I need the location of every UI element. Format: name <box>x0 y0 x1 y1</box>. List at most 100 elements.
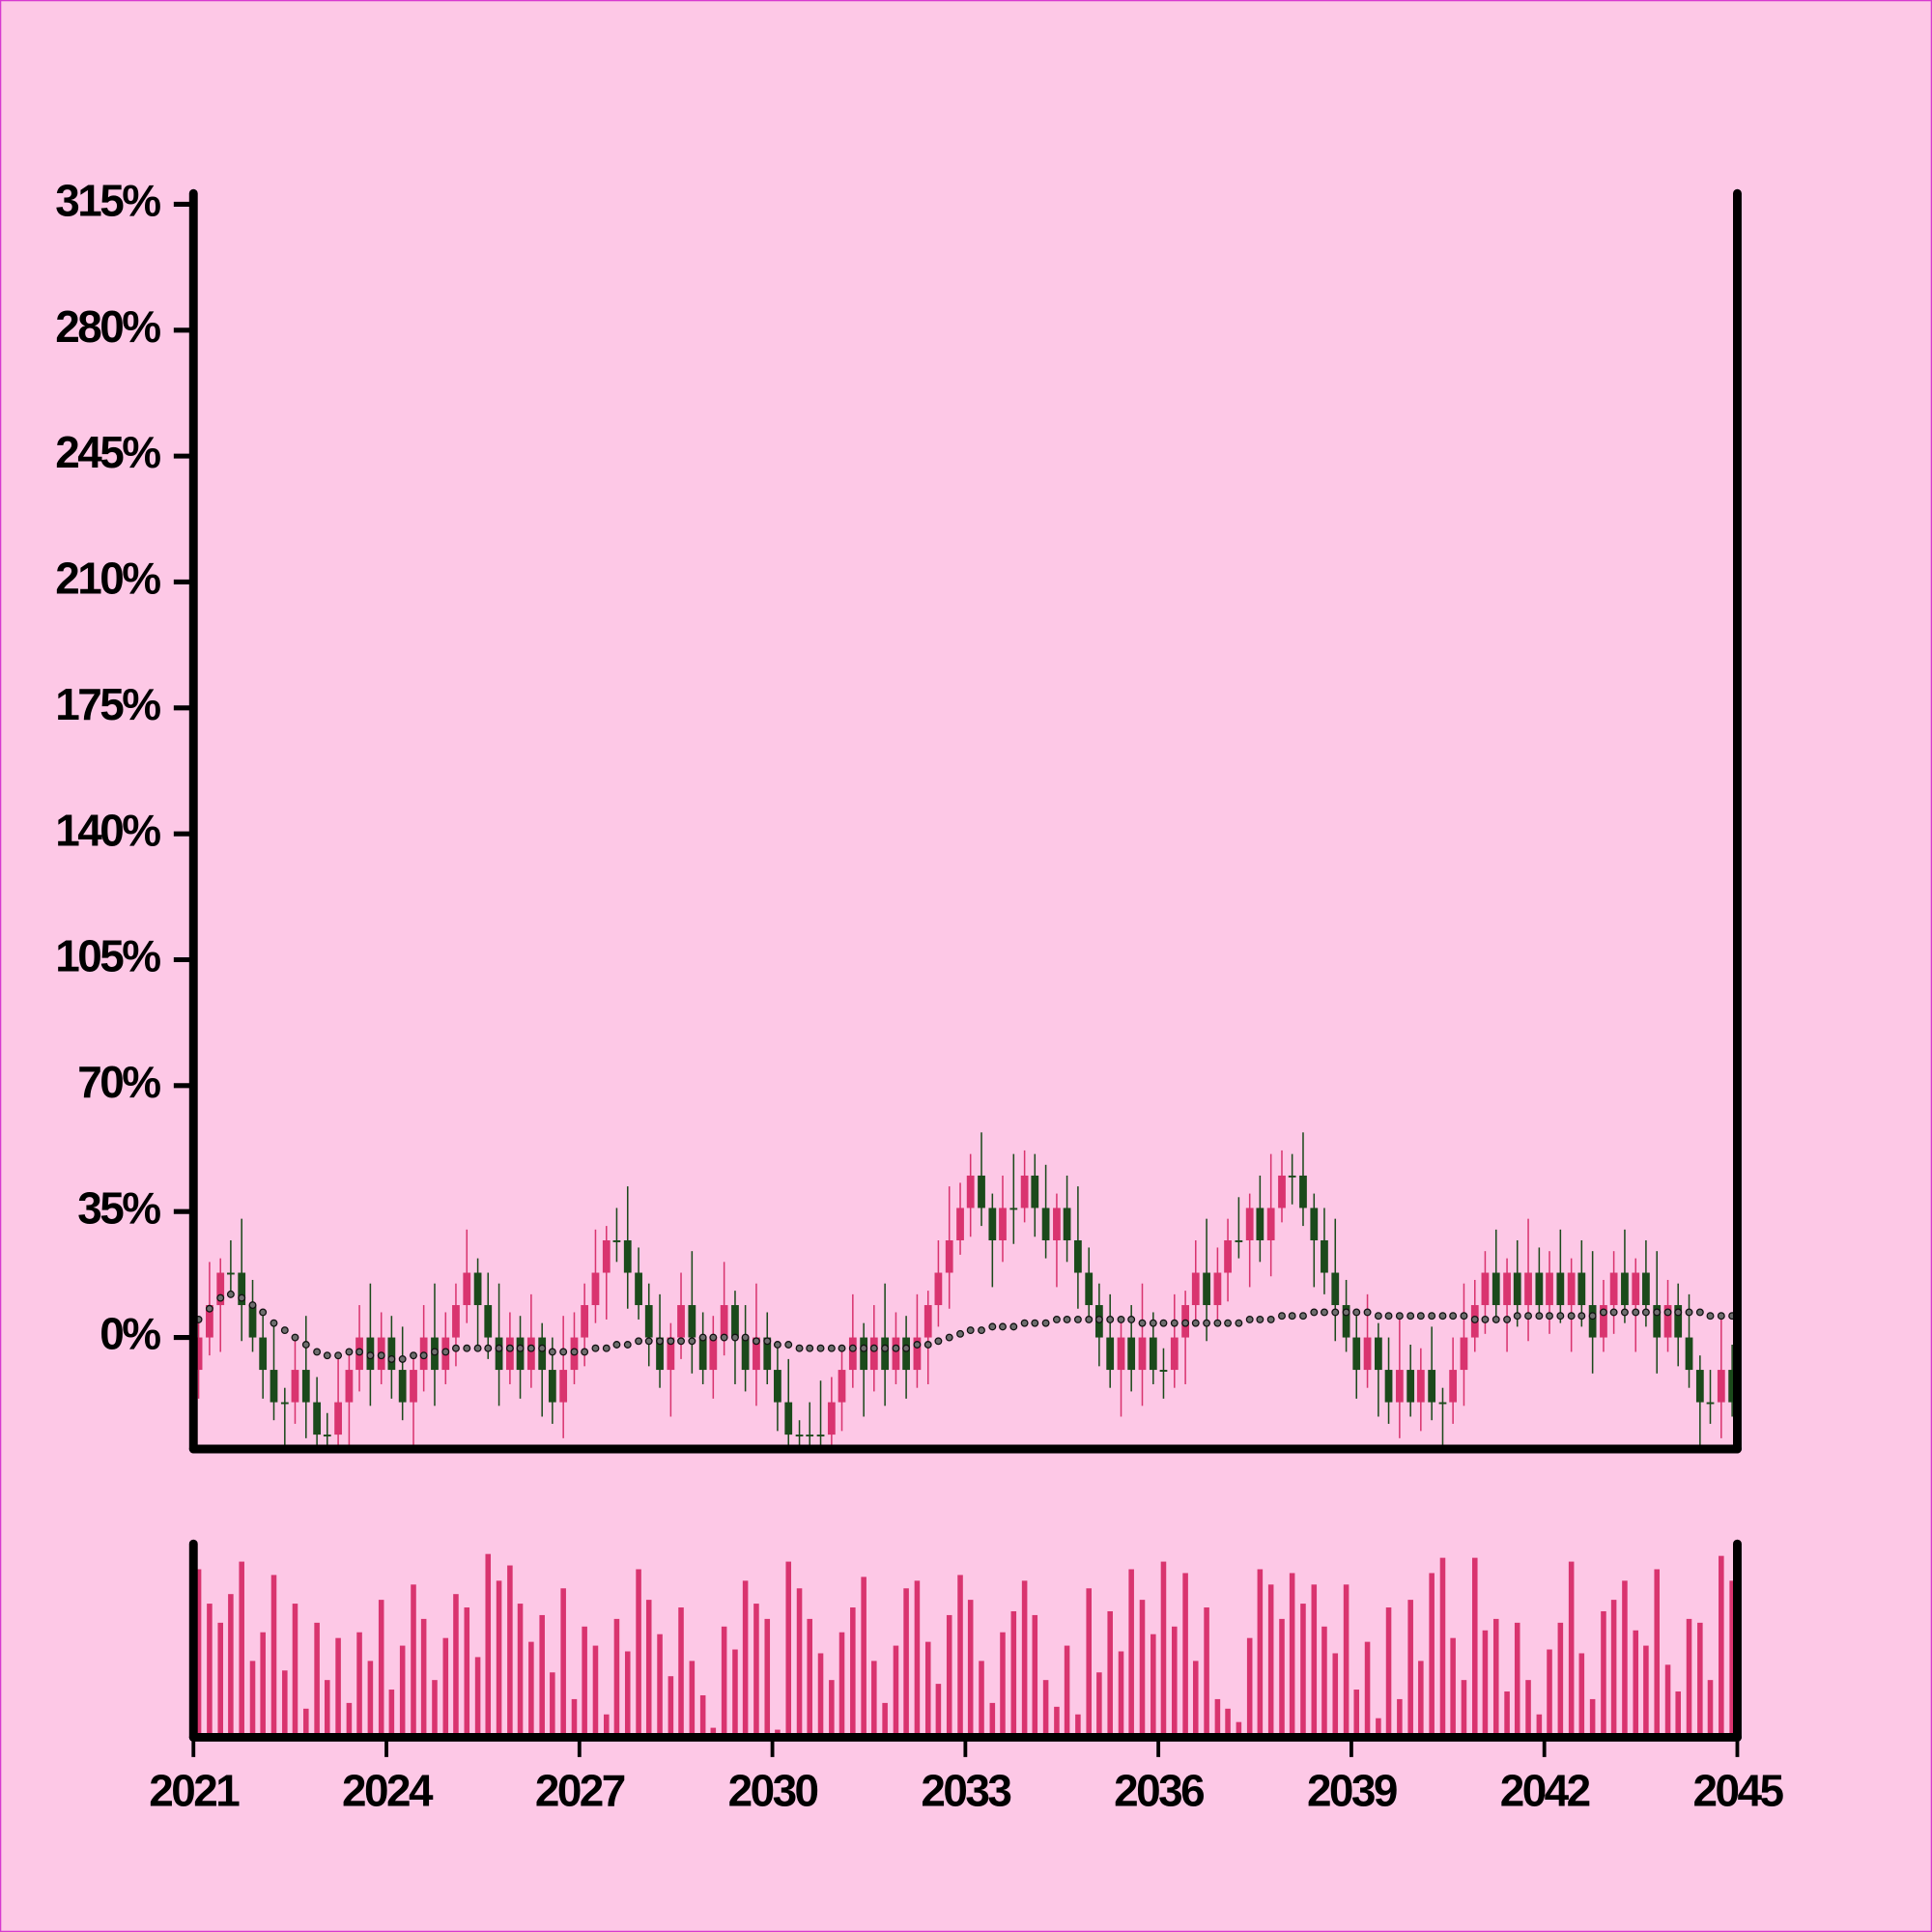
candle-body <box>398 1370 407 1403</box>
volume-bar <box>1236 1721 1242 1738</box>
moving-average-point <box>1588 1312 1597 1321</box>
moving-average-point <box>741 1333 750 1342</box>
y-tick-label: 175% <box>55 679 160 729</box>
candle-body <box>881 1337 890 1371</box>
candle-body <box>1416 1370 1425 1403</box>
moving-average-point <box>1449 1312 1458 1321</box>
volume-bar <box>742 1580 749 1738</box>
volume-bar <box>507 1565 513 1738</box>
volume-bar <box>678 1607 684 1738</box>
x-tick-label: 2030 <box>728 1765 818 1815</box>
candle-body <box>1331 1272 1340 1306</box>
volume-bar <box>485 1553 492 1738</box>
volume-bar <box>1151 1634 1156 1738</box>
candle-body <box>248 1305 257 1338</box>
moving-average-point <box>1363 1308 1372 1317</box>
moving-average-point <box>505 1344 514 1352</box>
volume-bar <box>303 1708 309 1738</box>
candle-body <box>473 1272 482 1306</box>
candle-body <box>1632 1272 1640 1306</box>
moving-average-point <box>795 1344 804 1352</box>
candle-body <box>1310 1208 1319 1240</box>
candle-body <box>1375 1337 1382 1371</box>
candle-body <box>291 1370 299 1403</box>
volume-bar <box>1568 1561 1575 1738</box>
candle-body <box>1621 1272 1629 1306</box>
moving-average-point <box>1503 1315 1512 1323</box>
moving-average-point <box>1245 1315 1254 1323</box>
moving-average-point <box>1600 1308 1607 1317</box>
moving-average-point <box>1632 1308 1640 1317</box>
volume-bar <box>636 1569 641 1738</box>
candle-body <box>1020 1175 1029 1208</box>
candle-body <box>644 1305 653 1338</box>
candle-body <box>1695 1370 1704 1403</box>
moving-average-point <box>731 1333 739 1342</box>
volume-bar <box>838 1632 845 1738</box>
moving-average-point <box>301 1341 310 1349</box>
volume-bar <box>1075 1714 1081 1738</box>
candle-body <box>1674 1305 1683 1338</box>
volume-bar <box>292 1604 298 1738</box>
volume-bar <box>1686 1618 1692 1738</box>
candle-body <box>526 1337 535 1371</box>
volume-bar <box>249 1661 256 1738</box>
moving-average-point <box>956 1329 964 1338</box>
volume-bar <box>335 1637 341 1738</box>
volume-bar <box>1514 1622 1520 1738</box>
volume-bar <box>420 1618 427 1738</box>
candle-body <box>1556 1272 1565 1306</box>
y-tick-label: 245% <box>55 427 160 477</box>
volume-bar <box>1364 1641 1371 1738</box>
volume-bar <box>1450 1637 1456 1738</box>
candle-body <box>956 1208 964 1240</box>
candle-body <box>495 1337 503 1371</box>
volume-bar <box>571 1698 578 1738</box>
candle-body <box>1224 1239 1232 1273</box>
x-tick-label: 2039 <box>1307 1765 1397 1815</box>
moving-average-point <box>1685 1308 1693 1317</box>
candle-body <box>1600 1305 1607 1338</box>
moving-average-point <box>538 1344 547 1352</box>
candle-body <box>334 1402 342 1435</box>
moving-average-point <box>280 1326 289 1335</box>
volume-bar <box>378 1600 384 1738</box>
moving-average-point <box>1149 1319 1157 1327</box>
candle-body <box>612 1239 621 1242</box>
y-tick-label: 315% <box>55 176 160 226</box>
candle-body <box>194 1337 203 1371</box>
candle-body <box>667 1337 675 1371</box>
moving-average-point <box>570 1348 579 1356</box>
volume-bar <box>624 1651 631 1738</box>
moving-average-point <box>1620 1308 1629 1317</box>
moving-average-point <box>1020 1319 1029 1327</box>
volume-bar <box>1729 1580 1735 1738</box>
moving-average-point <box>238 1293 246 1302</box>
volume-bar <box>1192 1661 1199 1738</box>
volume-bar <box>1160 1561 1167 1738</box>
moving-average-point <box>688 1337 696 1346</box>
x-tick-label: 2045 <box>1693 1765 1784 1815</box>
moving-average-point <box>226 1290 235 1298</box>
moving-average-point <box>1159 1319 1168 1327</box>
moving-average-point <box>709 1333 718 1342</box>
moving-average-point <box>1395 1312 1404 1321</box>
moving-average-point <box>581 1348 589 1356</box>
volume-bar <box>1675 1691 1681 1738</box>
candle-body <box>280 1402 289 1405</box>
volume-bar <box>1086 1588 1092 1738</box>
moving-average-point <box>848 1344 857 1352</box>
candle-body <box>795 1435 804 1437</box>
candle-body <box>1085 1272 1094 1306</box>
candle-body <box>1449 1370 1458 1403</box>
candle-body <box>1577 1272 1586 1306</box>
candle-body <box>1363 1337 1372 1371</box>
volume-bar <box>592 1645 599 1738</box>
moving-average-point <box>516 1344 525 1352</box>
moving-average-point <box>913 1341 922 1349</box>
moving-average-point <box>602 1344 611 1352</box>
y-tick-label: 70% <box>77 1057 160 1107</box>
candle-body <box>860 1337 868 1371</box>
volume-bar <box>1225 1708 1231 1738</box>
